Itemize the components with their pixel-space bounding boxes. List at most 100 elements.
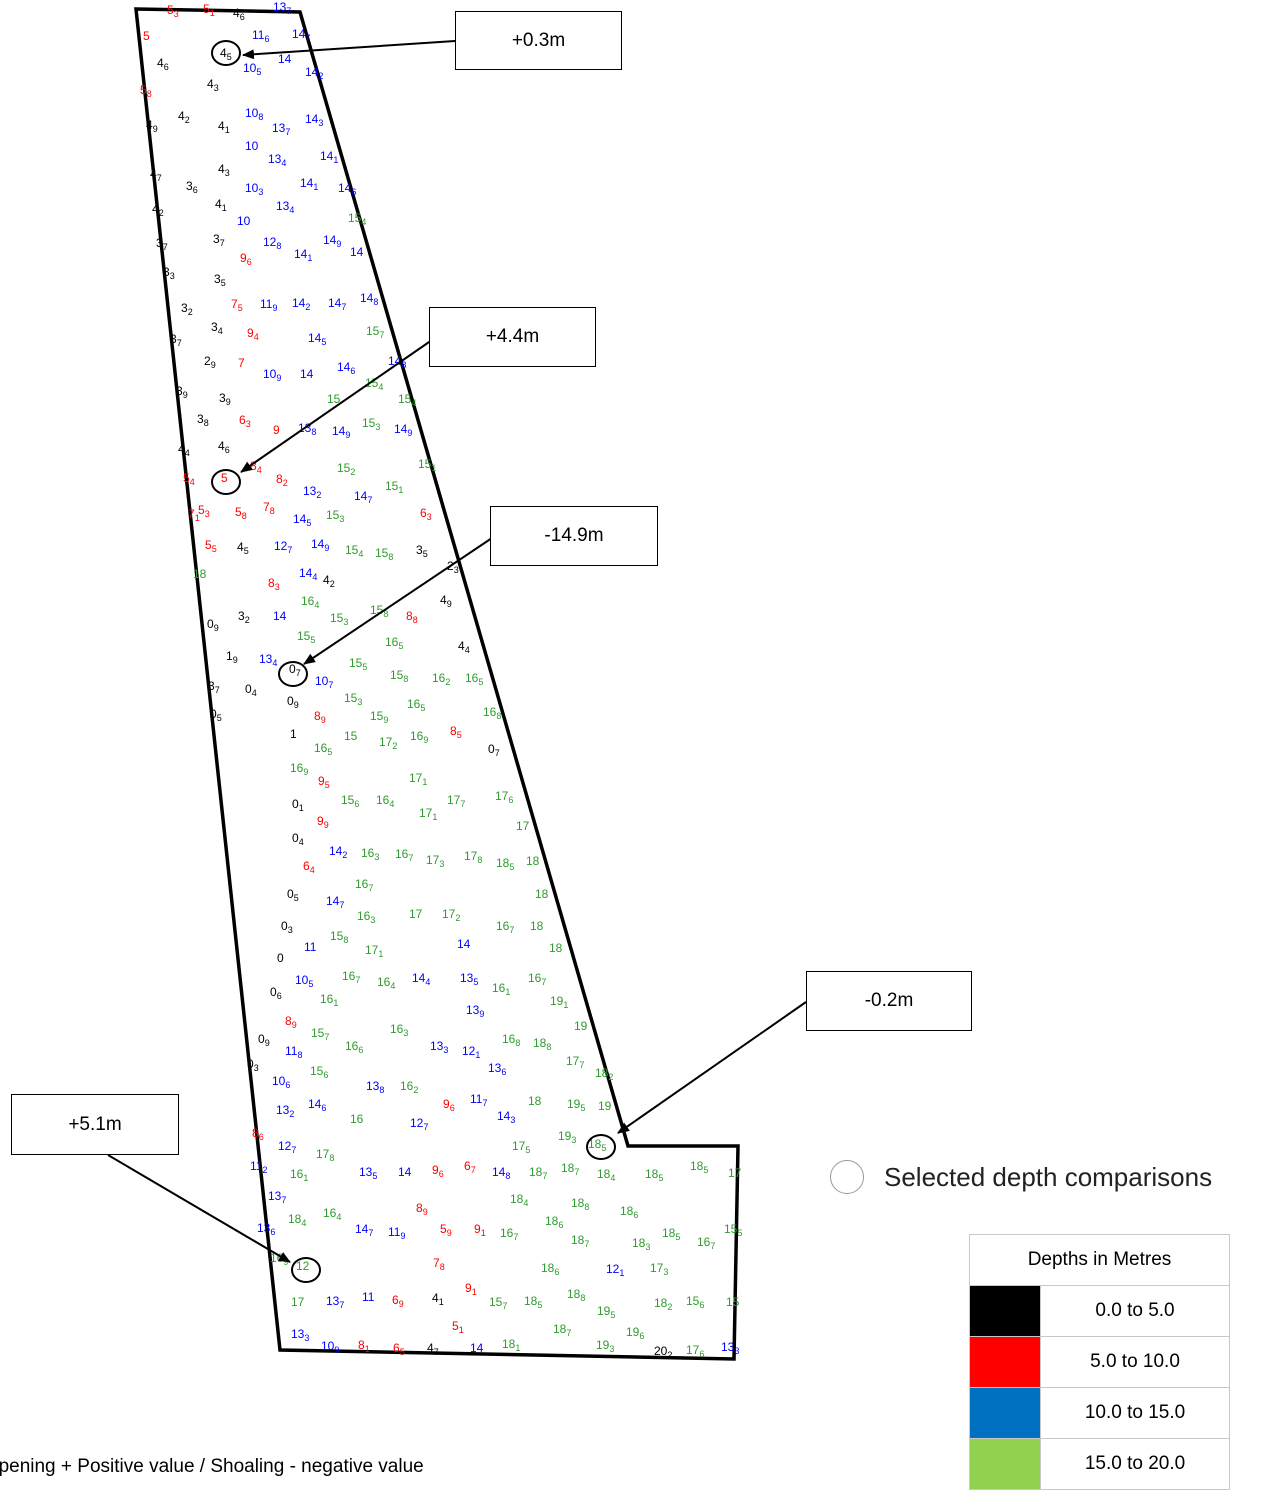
depth-sounding: 14 — [300, 367, 314, 381]
depth-sounding: 121 — [462, 1044, 480, 1060]
depth-sounding: 07 — [289, 662, 301, 678]
depth-sounding: 43 — [207, 77, 219, 93]
depth-sounding: 161 — [492, 981, 510, 997]
depth-sounding: 54 — [183, 471, 195, 487]
depth-sounding: 164 — [377, 975, 395, 991]
depth-sounding: 14 — [398, 1165, 412, 1179]
depth-sounding: 67 — [464, 1159, 476, 1175]
depth-sounding: 47 — [427, 1341, 439, 1357]
depth-sounding: 138 — [366, 1079, 384, 1095]
depth-sounding: 167 — [395, 847, 413, 863]
depth-sounding: 81 — [358, 1338, 370, 1354]
depth-sounding: 149 — [332, 424, 350, 440]
depth-sounding: 139 — [466, 1003, 484, 1019]
depth-sounding: 157 — [366, 324, 384, 340]
depth-sounding: 04 — [292, 831, 304, 847]
depth-sounding: 44 — [458, 639, 470, 655]
depth-sounding: 158 — [370, 603, 388, 619]
depth-sounding: 188 — [567, 1287, 585, 1303]
depth-sounding: 133 — [291, 1327, 309, 1343]
depth-sounding: 141 — [294, 247, 312, 263]
depth-sounding: 186 — [620, 1204, 638, 1220]
survey-area-boundary — [134, 7, 740, 1361]
callout-arrow — [240, 339, 433, 473]
depth-sounding: 171 — [409, 771, 427, 787]
depth-sounding: 78 — [433, 1256, 445, 1272]
depth-sounding: 162 — [400, 1079, 418, 1095]
depth-sounding: 145 — [293, 512, 311, 528]
depth-sounding: 147 — [292, 27, 310, 43]
depth-sounding: 147 — [354, 489, 372, 505]
depth-sounding: 164 — [323, 1206, 341, 1222]
depth-sounding: 58 — [140, 83, 152, 99]
depth-sounding: 108 — [245, 106, 263, 122]
depth-sounding: 119 — [388, 1225, 405, 1241]
depth-sounding: 91 — [474, 1222, 486, 1238]
depth-sounding: 155 — [349, 656, 367, 672]
depth-sounding: 134 — [259, 652, 277, 668]
depth-sounding: 85 — [450, 724, 462, 740]
depth-sounding: 133 — [721, 1340, 739, 1356]
depth-sounding: 99 — [317, 814, 329, 830]
depth-sounding: 105 — [295, 973, 313, 989]
depth-sounding: 35 — [416, 543, 428, 559]
depth-sounding: 03 — [247, 1057, 259, 1073]
depth-sounding: 53 — [198, 503, 210, 519]
depth-sounding: 168 — [483, 705, 501, 721]
depth-sounding: 14 — [457, 937, 471, 951]
depth-sounding: 01 — [292, 797, 304, 813]
depth-sounding: 175 — [512, 1139, 530, 1155]
depth-sounding: 109 — [321, 1339, 339, 1355]
depth-sounding: 185 — [690, 1159, 708, 1175]
depth-sounding: 17 — [409, 907, 423, 921]
depth-sounding: 137 — [272, 121, 290, 137]
selected-depth-circle — [211, 469, 241, 495]
depth-sounding: 143 — [497, 1109, 515, 1125]
depth-sounding: 118 — [285, 1044, 302, 1060]
depth-change-callout: +5.1m — [11, 1094, 179, 1155]
depth-sounding: 18 — [193, 567, 207, 581]
depth-sounding: 184 — [510, 1192, 528, 1208]
depth-sounding: 18 — [530, 919, 544, 933]
depth-sounding: 142 — [329, 844, 347, 860]
depth-sounding: 156 — [310, 1064, 328, 1080]
depth-sounding: 162 — [432, 671, 450, 687]
depth-sounding: 167 — [342, 969, 360, 985]
depth-sounding: 04 — [245, 682, 257, 698]
depth-sounding: 166 — [345, 1039, 363, 1055]
depth-sounding: 83 — [268, 576, 280, 592]
depth-sounding: 132 — [276, 1103, 294, 1119]
depth-sounding: 86 — [252, 1126, 264, 1142]
depth-sounding: 167 — [697, 1235, 715, 1251]
depth-sounding: 155 — [724, 1222, 742, 1238]
depth-sounding: 82 — [276, 472, 288, 488]
depth-sounding: 142 — [305, 65, 323, 81]
depth-sounding: 112 — [250, 1159, 267, 1175]
depth-sounding: 146 — [308, 1097, 326, 1113]
depth-sounding: 127 — [410, 1116, 428, 1132]
depth-sounding: 161 — [320, 992, 338, 1008]
depth-sounding: 135 — [359, 1165, 377, 1181]
depth-sounding: 119 — [260, 297, 277, 313]
depth-sounding: 12 — [296, 1259, 310, 1273]
depth-sounding: 187 — [561, 1161, 579, 1177]
depth-sounding: 177 — [566, 1054, 584, 1070]
depth-sounding: 65 — [393, 1341, 405, 1357]
depth-change-callout: +0.3m — [455, 11, 622, 70]
depth-sounding: 186 — [541, 1261, 559, 1277]
depth-legend: Depths in Metres 0.0 to 5.0 5.0 to 10.0 … — [969, 1234, 1230, 1490]
depth-sounding: 103 — [245, 181, 263, 197]
depth-sounding: 43 — [218, 162, 230, 178]
depth-sounding: 35 — [214, 272, 226, 288]
depth-sounding: 42 — [178, 109, 190, 125]
depth-sounding: 153 — [326, 508, 344, 524]
callout-arrow — [617, 1001, 807, 1134]
depth-sounding: 152 — [337, 461, 355, 477]
depth-sounding: 19 — [574, 1019, 588, 1033]
depth-sounding: 78 — [263, 500, 275, 516]
depth-sounding: 183 — [632, 1236, 650, 1252]
depth-swatch — [969, 1438, 1041, 1490]
depth-sounding: 94 — [247, 326, 259, 342]
depth-sounding: 137 — [273, 0, 291, 16]
depth-sounding: 105 — [243, 61, 261, 77]
